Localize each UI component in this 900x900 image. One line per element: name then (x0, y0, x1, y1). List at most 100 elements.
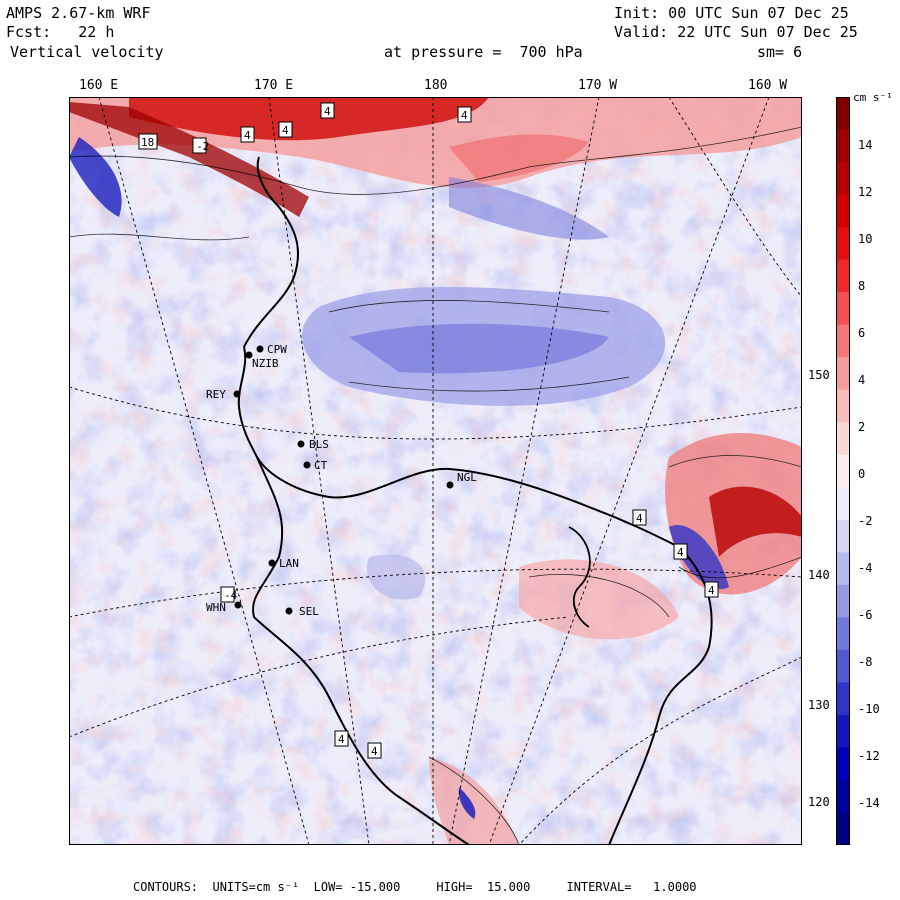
colorbar-swatch (836, 454, 850, 488)
station-label-nzib: NZIB (252, 357, 279, 370)
contour-label: 4 (708, 584, 715, 597)
colorbar-swatch (836, 584, 850, 618)
colorbar-tick-label: -4 (858, 561, 873, 575)
model-title: AMPS 2.67-km WRF (6, 4, 151, 22)
station-marker-whn (234, 601, 242, 609)
ascent-area-ice-shelf (519, 559, 679, 640)
ascent-core-east (709, 486, 802, 557)
colorbar-tick-label: 4 (858, 373, 866, 387)
contour-label: 4 (636, 512, 643, 525)
contour-label: 4 (371, 745, 378, 758)
lon-label-170w: 170 W (578, 78, 618, 93)
vertical-velocity-map[interactable]: 4 4 4 4 -2 18 4 4 4 -4 4 4 CPW NZIB REY … (69, 97, 802, 845)
colorbar-swatch (836, 292, 850, 326)
descent-band-north (449, 177, 609, 240)
contour-label: 4 (338, 733, 345, 746)
colorbar-tick-label: -14 (858, 796, 880, 810)
contour-label: -4 (224, 589, 238, 602)
contour-label: 4 (282, 124, 289, 137)
station-label-ct: CT (314, 459, 328, 472)
colorbar-tick-label: 0 (858, 467, 866, 481)
colorbar-swatch (836, 682, 850, 716)
contour-label: 4 (244, 129, 251, 142)
station-label-rey: REY (206, 388, 226, 401)
pressure-level: at pressure = 700 hPa (384, 43, 583, 61)
contour-info: CONTOURS: UNITS=cm s⁻¹ LOW= -15.000 HIGH… (133, 880, 697, 894)
lon-label-160e: 160 E (79, 78, 119, 93)
colorbar-swatch (836, 357, 850, 391)
colorbar-tick-label: -6 (858, 608, 873, 622)
colorbar-swatch (836, 519, 850, 553)
colorbar-tick-label: 2 (858, 420, 866, 434)
colorbar-swatch (836, 779, 850, 813)
descent-core-east (669, 525, 729, 589)
colorbar-swatch (836, 97, 850, 131)
colorbar-swatch (836, 714, 850, 748)
map-frame (69, 97, 802, 845)
colorbar-tick-label: 8 (858, 279, 866, 293)
colorbar-swatch (836, 129, 850, 163)
colorbar-swatch (836, 747, 850, 781)
forecast-hour: Fcst: 22 h (6, 23, 115, 41)
contour-label: 4 (461, 109, 468, 122)
colorbar-tick-label: -10 (858, 702, 880, 716)
station-marker-ngl (446, 481, 454, 489)
colorbar-tick-label: 10 (858, 232, 873, 246)
station-marker-ct (303, 461, 311, 469)
ascent-patch-north-center (449, 134, 589, 182)
contour-label: 18 (141, 136, 154, 149)
colorbar-tick-label: 12 (858, 185, 873, 199)
colorbar-swatch (836, 194, 850, 228)
station-label-ngl: NGL (457, 471, 477, 484)
colorbar-tick-label: 6 (858, 326, 866, 340)
contour-label-group: 4 4 4 4 -2 18 4 4 4 -4 4 4 (138, 102, 719, 759)
ice-shelf-edge (568, 526, 591, 628)
colorbar-swatch (836, 617, 850, 651)
valid-time: Valid: 22 UTC Sun 07 Dec 25 (614, 23, 858, 41)
lon-label-170e: 170 E (254, 78, 294, 93)
descent-core-northwest (69, 137, 122, 217)
coastline-north (243, 156, 299, 348)
variable-name: Vertical velocity (10, 43, 164, 61)
contour-label: 4 (677, 546, 684, 559)
station-label-sel: SEL (299, 605, 319, 618)
colorbar-tick-label: -8 (858, 655, 873, 669)
colorbar-unit: cm s⁻¹ (853, 91, 893, 104)
lon-label-160w: 160 W (748, 78, 788, 93)
ascent-area-south (429, 757, 519, 845)
stations: CPW NZIB REY BLS CT NGL LAN WHN SEL (206, 343, 477, 618)
station-marker-bls (297, 440, 305, 448)
colorbar-swatch (836, 227, 850, 261)
colorbar-swatch (836, 552, 850, 586)
colorbar-swatch (836, 487, 850, 521)
colorbar-swatch (836, 422, 850, 456)
colorbar-tick-label: 14 (858, 138, 873, 152)
colorbar-tick-label: -2 (858, 514, 873, 528)
contour-label: -2 (196, 140, 209, 153)
station-label-cpw: CPW (267, 343, 287, 356)
station-marker-nzib (245, 351, 253, 359)
contour-label: 4 (324, 105, 331, 118)
descent-core-central (349, 323, 609, 374)
station-label-lan: LAN (279, 557, 299, 570)
colorbar-swatch (836, 649, 850, 683)
station-label-whn: WHN (206, 601, 226, 614)
station-marker-lan (268, 559, 276, 567)
descent-patch-south (367, 554, 426, 600)
station-marker-cpw (256, 345, 264, 353)
ascent-core-north (129, 97, 489, 141)
lon-label-180: 180 (424, 78, 448, 93)
colorbar-swatch (836, 389, 850, 423)
coastline-main (237, 346, 713, 845)
station-label-bls: BLS (309, 438, 329, 451)
ascent-core-northwest (69, 102, 309, 217)
descent-core-south (458, 787, 476, 819)
colorbar-swatch (836, 259, 850, 293)
colorbar-tick-label: -12 (858, 749, 880, 763)
smoothing: sm= 6 (757, 43, 803, 61)
station-marker-rey (233, 390, 241, 398)
colorbar-swatch (836, 812, 850, 845)
coastline-south (252, 456, 470, 845)
init-time: Init: 00 UTC Sun 07 Dec 25 (614, 4, 849, 22)
station-marker-sel (285, 607, 293, 615)
